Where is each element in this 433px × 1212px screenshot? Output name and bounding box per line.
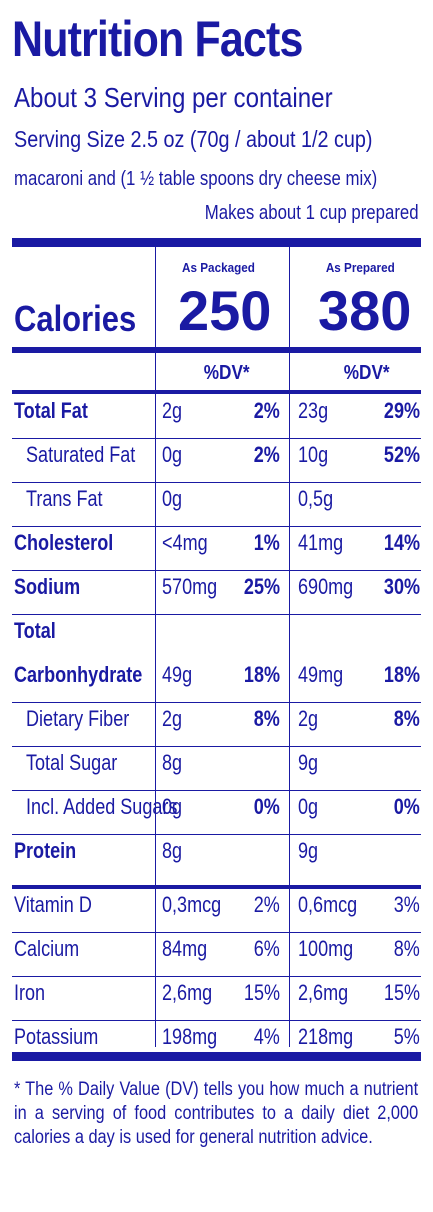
row-packaged-pct-potassium: 4% <box>253 1024 280 1049</box>
row-packaged-amount-incl-added-sugars: 0g <box>162 794 183 819</box>
row-label-iron: Iron <box>14 980 46 1005</box>
row-label-carbonhydrate: Carbonhydrate <box>14 662 143 687</box>
row-packaged-amount-iron: 2,6mg <box>162 980 213 1005</box>
row-packaged-pct-sodium: 25% <box>243 574 280 599</box>
row-prepared-amount-saturated-fat: 10g <box>298 442 329 467</box>
row-prepared-amount-carbonhydrate: 49mg <box>298 662 344 687</box>
row-label-protein: Protein <box>14 838 77 863</box>
row-packaged-amount-saturated-fat: 0g <box>162 442 183 467</box>
row-packaged-pct-saturated-fat: 2% <box>253 442 280 467</box>
column-divider-2 <box>289 247 290 1047</box>
row-prepared-amount-cholesterol: 41mg <box>298 530 344 555</box>
row-packaged-amount-cholesterol: <4mg <box>162 530 208 555</box>
row-label-total-sugar: Total Sugar <box>26 750 118 775</box>
row-prepared-pct-total-fat: 29% <box>383 398 420 423</box>
thick-divider-top <box>12 238 421 247</box>
row-prepared-pct-iron: 15% <box>383 980 420 1005</box>
row-packaged-amount-protein: 8g <box>162 838 183 863</box>
row-prepared-pct-vitamin-d: 3% <box>393 892 420 917</box>
row-label-incl-added-sugars: Incl. Added Sugars <box>26 794 178 819</box>
calories-label: Calories <box>14 298 137 339</box>
row-packaged-pct-vitamin-d: 2% <box>253 892 280 917</box>
label-title: Nutrition Facts <box>12 11 303 67</box>
dv-header-prepared: %DV* <box>343 362 390 384</box>
row-packaged-pct-total-fat: 2% <box>253 398 280 423</box>
row-label-calcium: Calcium <box>14 936 80 961</box>
row-divider <box>12 834 421 835</box>
row-divider <box>12 438 421 439</box>
row-packaged-amount-total-sugar: 8g <box>162 750 183 775</box>
row-packaged-amount-vitamin-d: 0,3mcg <box>162 892 222 917</box>
row-prepared-amount-protein: 9g <box>298 838 319 863</box>
row-prepared-amount-sodium: 690mg <box>298 574 354 599</box>
row-prepared-amount-iron: 2,6mg <box>298 980 349 1005</box>
row-prepared-pct-potassium: 5% <box>393 1024 420 1049</box>
row-label-dietary-fiber: Dietary Fiber <box>26 706 130 731</box>
row-prepared-pct-cholesterol: 14% <box>383 530 420 555</box>
row-prepared-amount-total-sugar: 9g <box>298 750 319 775</box>
row-label-sodium: Sodium <box>14 574 81 599</box>
row-packaged-amount-sodium: 570mg <box>162 574 218 599</box>
row-packaged-pct-cholesterol: 1% <box>253 530 280 555</box>
row-packaged-amount-potassium: 198mg <box>162 1024 218 1049</box>
row-prepared-pct-carbonhydrate: 18% <box>383 662 420 687</box>
row-packaged-amount-calcium: 84mg <box>162 936 208 961</box>
row-divider <box>12 746 421 747</box>
row-divider <box>12 976 421 977</box>
row-packaged-pct-iron: 15% <box>243 980 280 1005</box>
row-prepared-amount-calcium: 100mg <box>298 936 354 961</box>
servings-per-container: About 3 Serving per container <box>14 82 333 113</box>
row-prepared-pct-dietary-fiber: 8% <box>393 706 420 731</box>
row-prepared-pct-calcium: 8% <box>393 936 420 961</box>
row-label-total-fat: Total Fat <box>14 398 88 423</box>
row-label-total: Total <box>14 618 56 643</box>
row-label-trans-fat: Trans Fat <box>26 486 103 511</box>
thick-divider-bottom <box>12 1052 421 1061</box>
row-divider <box>12 790 421 791</box>
col-header-packaged: As Packaged <box>182 260 255 275</box>
thick-divider-calories <box>12 347 421 353</box>
calories-prepared: 380 <box>318 279 412 342</box>
row-packaged-amount-dietary-fiber: 2g <box>162 706 183 731</box>
row-prepared-amount-dietary-fiber: 2g <box>298 706 319 731</box>
serving-size: Serving Size 2.5 oz (70g / about 1/2 cup… <box>14 126 373 152</box>
row-packaged-pct-dietary-fiber: 8% <box>253 706 280 731</box>
row-divider <box>12 1020 421 1021</box>
row-divider <box>12 614 421 615</box>
row-packaged-amount-carbonhydrate: 49g <box>162 662 193 687</box>
row-prepared-pct-saturated-fat: 52% <box>383 442 420 467</box>
row-prepared-amount-incl-added-sugars: 0g <box>298 794 319 819</box>
row-label-vitamin-d: Vitamin D <box>14 892 92 917</box>
footnote: * The % Daily Value (DV) tells you how m… <box>14 1079 419 1148</box>
row-divider <box>12 526 421 527</box>
row-packaged-amount-total-fat: 2g <box>162 398 183 423</box>
dv-header-packaged: %DV* <box>203 362 250 384</box>
row-label-potassium: Potassium <box>14 1024 99 1049</box>
row-prepared-amount-vitamin-d: 0,6mcg <box>298 892 358 917</box>
row-label-saturated-fat: Saturated Fat <box>26 442 136 467</box>
row-packaged-pct-calcium: 6% <box>253 936 280 961</box>
serving-description: macaroni and (1 ½ table spoons dry chees… <box>14 168 378 190</box>
column-divider-1 <box>155 247 156 1047</box>
divider-vitamins <box>12 885 421 889</box>
row-prepared-pct-incl-added-sugars: 0% <box>393 794 420 819</box>
calories-packaged: 250 <box>178 279 272 342</box>
row-divider <box>12 570 421 571</box>
row-divider <box>12 932 421 933</box>
row-prepared-amount-trans-fat: 0,5g <box>298 486 334 511</box>
row-divider <box>12 482 421 483</box>
makes-prepared: Makes about 1 cup prepared <box>205 202 419 224</box>
col-header-prepared: As Prepared <box>325 260 395 275</box>
row-label-cholesterol: Cholesterol <box>14 530 114 555</box>
row-divider <box>12 702 421 703</box>
row-prepared-amount-total-fat: 23g <box>298 398 329 423</box>
row-prepared-pct-sodium: 30% <box>383 574 420 599</box>
divider-dv <box>12 390 421 394</box>
row-prepared-amount-potassium: 218mg <box>298 1024 354 1049</box>
row-packaged-pct-carbonhydrate: 18% <box>243 662 280 687</box>
row-packaged-amount-trans-fat: 0g <box>162 486 183 511</box>
row-packaged-pct-incl-added-sugars: 0% <box>253 794 280 819</box>
